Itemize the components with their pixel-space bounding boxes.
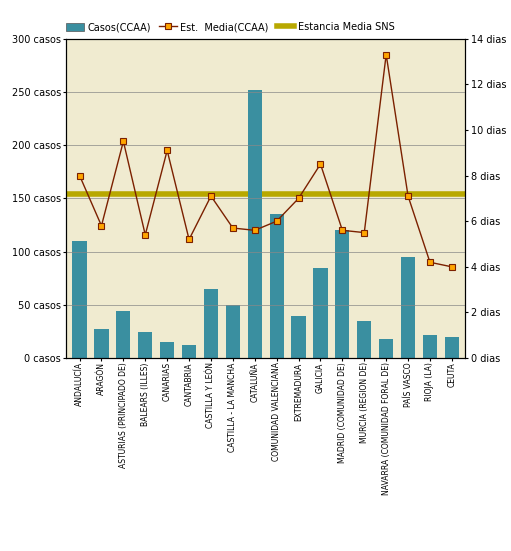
Bar: [182, 345, 196, 358]
Bar: [204, 289, 218, 358]
Bar: [160, 342, 174, 358]
Bar: [270, 214, 284, 358]
Bar: [335, 230, 350, 358]
Legend: Casos(CCAA), Est.  Media(CCAA), Estancia Media SNS: Casos(CCAA), Est. Media(CCAA), Estancia …: [66, 22, 395, 32]
Bar: [423, 334, 437, 358]
Bar: [379, 339, 393, 358]
Bar: [445, 337, 459, 358]
Bar: [73, 241, 87, 358]
Bar: [248, 90, 262, 358]
Bar: [116, 311, 130, 358]
Bar: [291, 316, 306, 358]
Bar: [313, 268, 328, 358]
Bar: [401, 257, 415, 358]
Bar: [138, 332, 152, 358]
Bar: [95, 329, 108, 358]
Bar: [226, 305, 240, 358]
Bar: [357, 321, 371, 358]
